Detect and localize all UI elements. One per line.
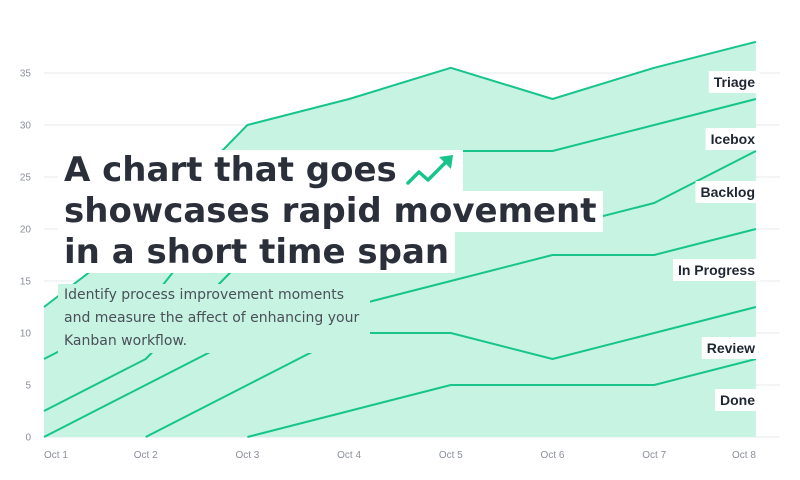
y-tick-label: 30: [20, 121, 32, 132]
x-tick-label: Oct 7: [642, 450, 666, 461]
y-tick-label: 0: [25, 433, 31, 444]
headline: A chart that goes showcases rapid moveme…: [58, 150, 603, 273]
x-tick-label: Oct 6: [541, 450, 565, 461]
series-line-review: [145, 306, 757, 438]
y-axis-ticks: 0 5 10 15 20 25 30 35: [20, 69, 32, 444]
headline-line-3: in a short time span: [58, 232, 456, 273]
y-tick-label: 25: [20, 173, 32, 184]
x-tick-label: Oct 1: [44, 450, 68, 461]
y-tick-label: 20: [20, 225, 32, 236]
x-axis-ticks: Oct 1 Oct 2 Oct 3 Oct 4 Oct 5 Oct 6 Oct 7 Oct 8: [44, 450, 756, 461]
headline-line-1-text: A chart that goes: [64, 150, 397, 190]
headline-line-1: A chart that goes: [58, 150, 463, 191]
y-tick-label: 15: [20, 277, 32, 288]
subtitle: Identify process improvement moments and…: [58, 284, 370, 353]
headline-line-2: showcases rapid movement: [58, 191, 603, 232]
series-label-triage: Triage: [708, 71, 760, 94]
series-label-review: Review: [701, 337, 760, 360]
series-label-icebox: Icebox: [705, 128, 760, 151]
x-tick-label: Oct 3: [235, 450, 259, 461]
series-line-in-progress: [43, 228, 757, 438]
series-label-done: Done: [715, 389, 760, 411]
x-tick-label: Oct 5: [439, 450, 463, 461]
y-tick-label: 5: [25, 381, 31, 392]
trend-up-arrow-icon: [406, 154, 453, 185]
series-label-backlog: Backlog: [695, 181, 760, 204]
series-label-in-progress: In Progress: [672, 259, 760, 282]
x-tick-label: Oct 2: [134, 450, 158, 461]
series-line-done: [247, 358, 757, 438]
y-tick-label: 10: [20, 329, 32, 340]
y-tick-label: 35: [20, 69, 32, 80]
x-tick-label: Oct 4: [337, 450, 361, 461]
x-tick-label: Oct 8: [732, 450, 756, 461]
